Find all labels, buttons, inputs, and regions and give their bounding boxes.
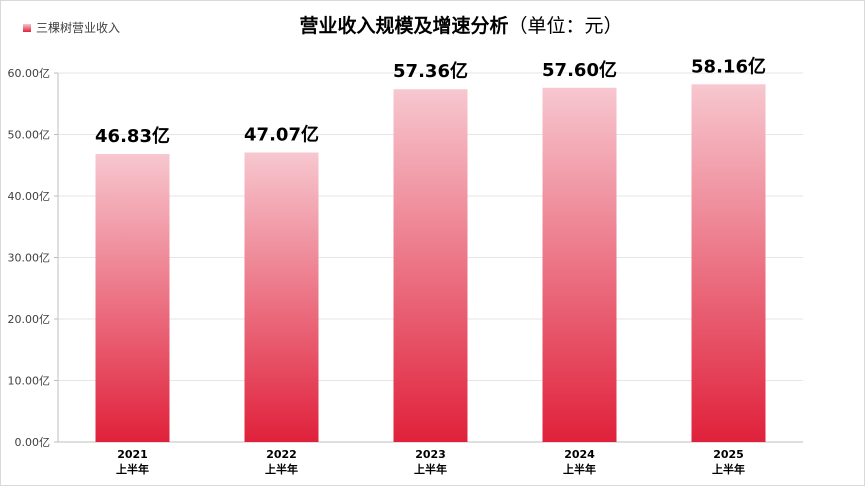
y-tick-label: 0.00亿: [15, 436, 51, 449]
data-label: 57.36亿: [393, 60, 468, 82]
data-label: 58.16亿: [691, 55, 766, 77]
bar: [691, 84, 766, 442]
bar: [542, 87, 617, 442]
x-tick-label-year: 2021: [117, 448, 148, 461]
legend-swatch: [23, 23, 31, 32]
legend: 三棵树营业收入: [23, 19, 120, 36]
bar: [244, 152, 319, 442]
data-label: 47.07亿: [244, 124, 319, 146]
x-tick-label-period: 上半年: [414, 462, 447, 476]
x-tick-label-period: 上半年: [265, 462, 298, 476]
bar: [95, 153, 170, 443]
y-axis: 0.00亿 10.00亿 20.00亿 30.00亿 40.00亿 50.00亿 60.00…: [8, 67, 59, 449]
chart-title-unit: （单位：元）: [508, 15, 623, 37]
y-tick-label: 10.00亿: [8, 375, 51, 388]
data-label: 46.83亿: [95, 125, 170, 147]
x-tick-label-year: 2023: [415, 448, 446, 461]
chart-title-text: 营业收入规模及增速分析: [299, 15, 509, 37]
x-tick-label-year: 2024: [564, 448, 595, 461]
bar: [393, 89, 468, 443]
x-tick-label-year: 2022: [266, 448, 297, 461]
x-tick-label-period: 上半年: [116, 462, 149, 476]
x-tick-label-year: 2025: [713, 448, 744, 461]
y-tick-label: 30.00亿: [8, 252, 51, 265]
y-tick-label: 40.00亿: [8, 190, 51, 203]
chart-title: 营业收入规模及增速分析（单位：元）: [281, 11, 641, 38]
x-tick-label-period: 上半年: [712, 462, 745, 476]
y-tick-label: 60.00亿: [8, 67, 51, 80]
y-tick-label: 20.00亿: [8, 313, 51, 326]
bars: [95, 84, 766, 443]
legend-label: 三棵树营业收入: [36, 21, 121, 35]
x-tick-label-period: 上半年: [563, 462, 596, 476]
y-tick-label: 50.00亿: [8, 129, 51, 142]
data-labels: 46.83亿 47.07亿 57.36亿 57.60亿 58.16亿: [95, 55, 766, 147]
data-label: 57.60亿: [542, 59, 617, 81]
